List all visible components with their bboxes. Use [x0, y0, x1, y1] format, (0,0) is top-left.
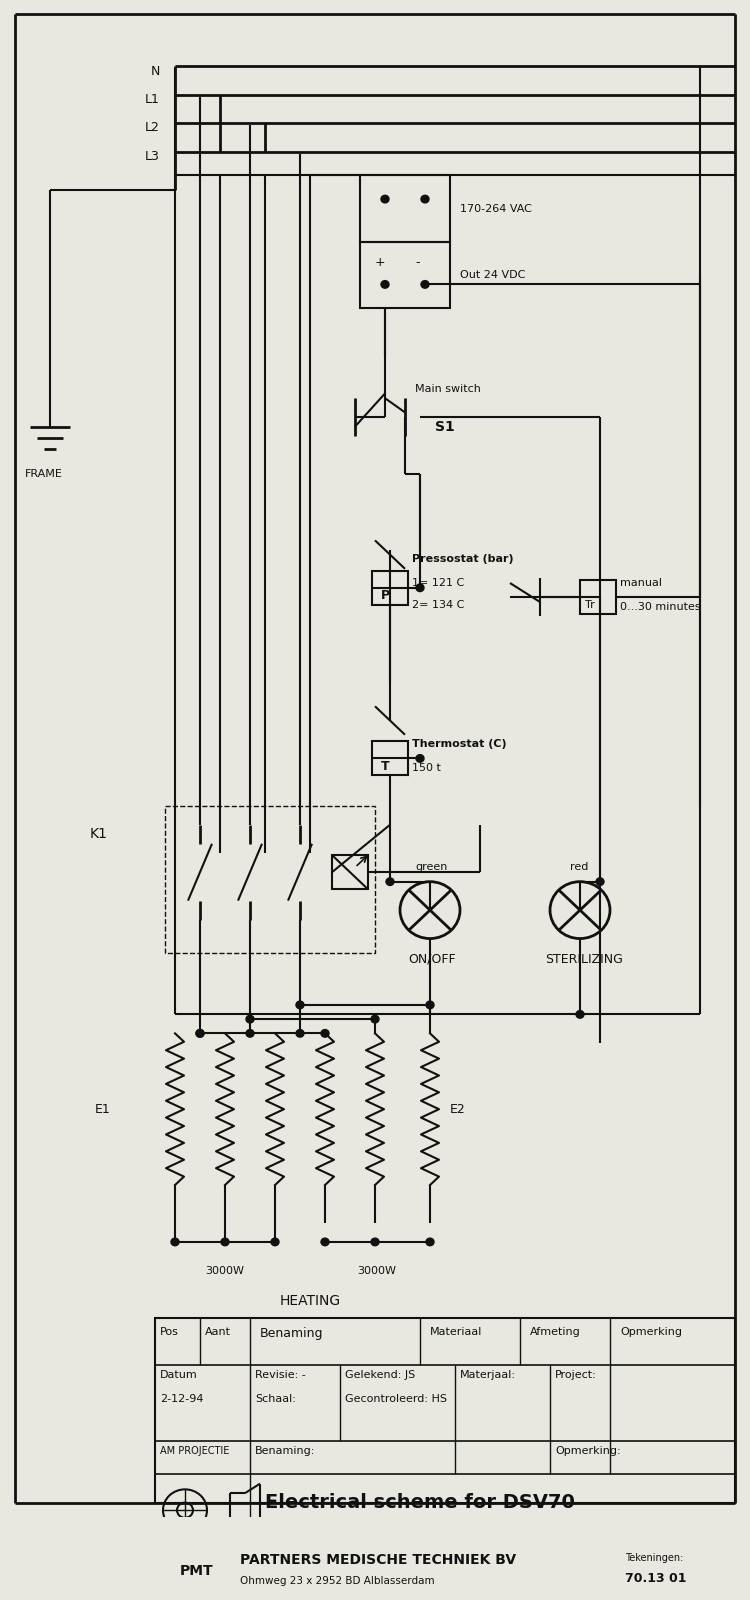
- Text: Pressostat (bar): Pressostat (bar): [412, 554, 514, 565]
- Circle shape: [196, 1029, 204, 1037]
- Circle shape: [426, 1002, 434, 1008]
- Bar: [360, 242, 450, 309]
- Text: Revisie: -: Revisie: -: [255, 1370, 306, 1379]
- Text: Ohmweg 23 x 2952 BD Alblasserdam: Ohmweg 23 x 2952 BD Alblasserdam: [240, 1576, 435, 1586]
- Text: T: T: [381, 760, 390, 773]
- Circle shape: [421, 195, 429, 203]
- Text: ON/OFF: ON/OFF: [408, 952, 455, 966]
- Text: Thermostat (C): Thermostat (C): [412, 739, 507, 749]
- Text: 1= 121 C: 1= 121 C: [412, 578, 464, 589]
- Text: Benaming: Benaming: [260, 1328, 323, 1341]
- Text: 3000W: 3000W: [205, 1266, 244, 1275]
- Circle shape: [381, 280, 389, 288]
- Text: PARTNERS MEDISCHE TECHNIEK BV: PARTNERS MEDISCHE TECHNIEK BV: [240, 1554, 516, 1566]
- Bar: [615, 1550, 730, 1592]
- Text: green: green: [415, 862, 447, 872]
- Text: N: N: [151, 64, 160, 78]
- Text: Aant: Aant: [205, 1328, 231, 1338]
- Text: -: -: [415, 256, 419, 269]
- Text: 2= 134 C: 2= 134 C: [412, 600, 464, 610]
- Bar: [360, 176, 450, 242]
- Circle shape: [321, 1029, 329, 1037]
- Text: Afmeting: Afmeting: [530, 1328, 580, 1338]
- Text: STERILIZING: STERILIZING: [545, 952, 622, 966]
- Text: Gecontroleerd: HS: Gecontroleerd: HS: [345, 1394, 447, 1403]
- Bar: [155, 1318, 735, 1502]
- Circle shape: [246, 1016, 254, 1022]
- Text: L2: L2: [146, 122, 160, 134]
- Circle shape: [371, 1016, 379, 1022]
- Bar: [372, 741, 408, 776]
- Text: manual: manual: [620, 578, 662, 589]
- Text: Project:: Project:: [555, 1370, 597, 1379]
- Text: Benaming:: Benaming:: [255, 1446, 315, 1456]
- Circle shape: [221, 1238, 229, 1246]
- Text: Materjaal:: Materjaal:: [460, 1370, 516, 1379]
- Text: AM PROJECTIE: AM PROJECTIE: [160, 1446, 230, 1456]
- Text: Tr: Tr: [585, 600, 595, 610]
- Circle shape: [416, 755, 424, 762]
- Circle shape: [271, 1238, 279, 1246]
- Text: E2: E2: [450, 1102, 466, 1115]
- Text: Pos: Pos: [160, 1328, 178, 1338]
- Text: 2-12-94: 2-12-94: [160, 1394, 203, 1403]
- Text: Out 24 VDC: Out 24 VDC: [460, 270, 525, 280]
- Text: red: red: [570, 862, 588, 872]
- Bar: [165, 806, 375, 952]
- Text: 0...30 minutes: 0...30 minutes: [620, 602, 701, 611]
- Circle shape: [321, 1238, 329, 1246]
- Circle shape: [296, 1029, 304, 1037]
- Circle shape: [246, 1029, 254, 1037]
- Text: K1: K1: [90, 827, 108, 842]
- Text: 3000W: 3000W: [357, 1266, 396, 1275]
- Text: PMT: PMT: [180, 1565, 214, 1578]
- Text: 170-264 VAC: 170-264 VAC: [460, 203, 532, 213]
- Circle shape: [381, 195, 389, 203]
- Text: Electrical scheme for DSV70: Electrical scheme for DSV70: [265, 1493, 574, 1512]
- Text: Gelekend: JS: Gelekend: JS: [345, 1370, 416, 1379]
- Text: L3: L3: [146, 150, 160, 163]
- Text: Tekeningen:: Tekeningen:: [625, 1554, 683, 1563]
- Text: Materiaal: Materiaal: [430, 1328, 482, 1338]
- Text: FRAME: FRAME: [25, 469, 63, 480]
- Circle shape: [426, 1238, 434, 1246]
- Text: E1: E1: [95, 1102, 111, 1115]
- Text: 70.13 01: 70.13 01: [625, 1571, 686, 1586]
- Text: Opmerking:: Opmerking:: [555, 1446, 621, 1456]
- Circle shape: [576, 1011, 584, 1018]
- Bar: [332, 854, 368, 890]
- Circle shape: [416, 584, 424, 592]
- Text: L1: L1: [146, 93, 160, 106]
- Bar: [580, 581, 616, 614]
- Text: P: P: [381, 589, 390, 602]
- Text: Datum: Datum: [160, 1370, 198, 1379]
- Circle shape: [371, 1238, 379, 1246]
- Circle shape: [296, 1002, 304, 1008]
- Text: Opmerking: Opmerking: [620, 1328, 682, 1338]
- Circle shape: [421, 280, 429, 288]
- Text: +: +: [375, 256, 386, 269]
- Text: S1: S1: [435, 419, 454, 434]
- Circle shape: [386, 878, 394, 885]
- Text: Schaal:: Schaal:: [255, 1394, 296, 1403]
- Circle shape: [196, 1029, 204, 1037]
- Text: Main switch: Main switch: [415, 384, 481, 394]
- Circle shape: [171, 1238, 179, 1246]
- Text: HEATING: HEATING: [280, 1294, 341, 1309]
- Circle shape: [596, 878, 604, 885]
- Bar: [372, 571, 408, 605]
- Text: 150 t: 150 t: [412, 763, 441, 773]
